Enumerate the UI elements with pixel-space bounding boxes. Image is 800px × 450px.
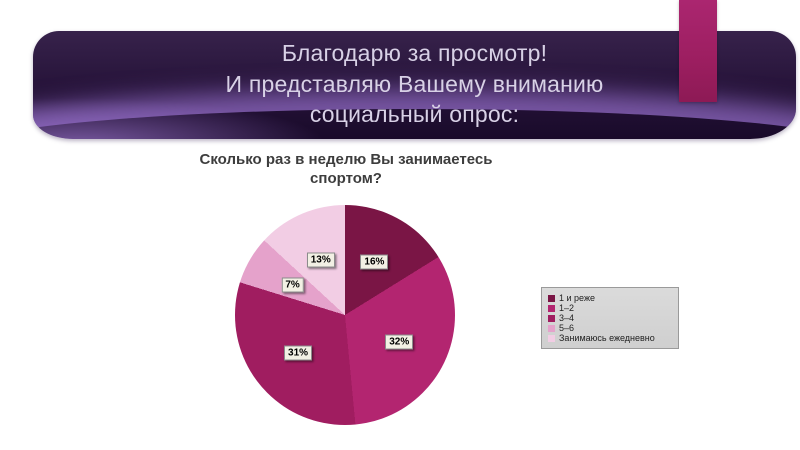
legend-item: 1 и реже — [548, 293, 672, 303]
legend-item: 5–6 — [548, 323, 672, 333]
pie-slice-label: 31% — [284, 345, 313, 361]
title-banner: Благодарю за просмотр! И представляю Ваш… — [33, 31, 796, 139]
legend-swatch-icon — [548, 294, 555, 302]
legend-item: Занимаюсь ежедневно — [548, 333, 672, 343]
slide-title: Благодарю за просмотр! И представляю Ваш… — [225, 40, 604, 127]
accent-bar — [679, 0, 717, 102]
chart-legend: 1 и реже 1–2 3–4 5–6 Занимаюсь ежедневно — [541, 287, 679, 349]
legend-label: 1 и реже — [559, 293, 595, 303]
pie-slice-label: 16% — [360, 254, 389, 270]
legend-label: Занимаюсь ежедневно — [559, 333, 655, 343]
pie-slice-label: 32% — [385, 334, 414, 350]
pie-slice-label: 7% — [281, 277, 304, 293]
pie-chart: 16% 32% 31% 7% 13% — [235, 205, 455, 425]
legend-item: 1–2 — [548, 303, 672, 313]
legend-swatch-icon — [548, 314, 555, 322]
legend-label: 5–6 — [559, 323, 575, 333]
legend-label: 3–4 — [559, 313, 575, 323]
chart-title: Сколько раз в неделю Вы занимаетесь спор… — [199, 151, 493, 187]
legend-swatch-icon — [548, 304, 555, 312]
pie-slice-label: 13% — [306, 252, 335, 268]
legend-swatch-icon — [548, 324, 555, 332]
legend-label: 1–2 — [559, 303, 575, 313]
legend-swatch-icon — [548, 334, 555, 342]
legend-item: 3–4 — [548, 313, 672, 323]
